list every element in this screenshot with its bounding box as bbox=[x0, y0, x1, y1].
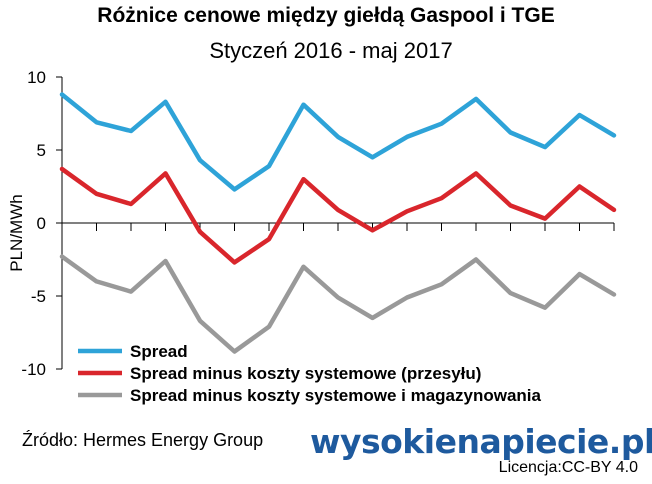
y-tick-label: -10 bbox=[21, 360, 46, 379]
legend-label-1: Spread bbox=[130, 342, 188, 361]
series-line-2 bbox=[59, 166, 617, 265]
y-tick-label: 0 bbox=[37, 214, 46, 233]
series-line-3 bbox=[59, 254, 617, 354]
series-line-1 bbox=[59, 92, 617, 192]
series-lines bbox=[59, 92, 617, 354]
site-logo: wysokienapiecie.pl bbox=[310, 422, 652, 461]
y-tick-label: 10 bbox=[27, 68, 46, 87]
license-note: Licencja:CC-BY 4.0 bbox=[498, 459, 638, 476]
y-tick-label: 5 bbox=[37, 141, 46, 160]
chart-axes: 10 5 0 -5 -10 PLN/MWh bbox=[7, 68, 615, 379]
source-note: Źródło: Hermes Energy Group bbox=[22, 430, 264, 450]
legend-label-2: Spread minus koszty systemowe (przesyłu) bbox=[130, 364, 481, 383]
y-tick-label: -5 bbox=[31, 287, 46, 306]
chart-title: Różnice cenowe między giełdą Gaspool i T… bbox=[97, 4, 555, 27]
legend: Spread Spread minus koszty systemowe (prz… bbox=[78, 342, 542, 405]
chart-subtitle: Styczeń 2016 - maj 2017 bbox=[209, 38, 453, 63]
y-axis-label: PLN/MWh bbox=[7, 194, 26, 271]
legend-label-3: Spread minus koszty systemowe i magazyno… bbox=[130, 386, 542, 405]
